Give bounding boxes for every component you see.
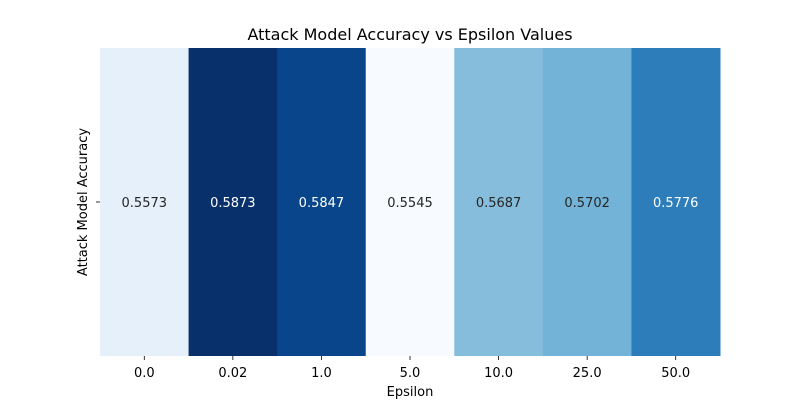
cell-annotation-5: 0.5702 <box>564 196 610 211</box>
cell-annotation-4: 0.5687 <box>476 196 522 211</box>
cell-annotation-6: 0.5776 <box>653 196 699 211</box>
y-axis-label: Attack Model Accuracy <box>76 128 91 276</box>
heatmap-cell-2 <box>277 48 367 356</box>
heatmap-cell-4 <box>454 48 544 356</box>
cell-annotations: 0.5573 0.5873 0.5847 0.5545 0.5687 0.5702 0.57… <box>122 196 699 211</box>
x-axis-label: Epsilon <box>387 385 434 400</box>
heatmap-cell-3 <box>365 48 455 356</box>
x-tick-label-1: 0.02 <box>218 366 247 381</box>
heatmap-cell-6 <box>631 48 721 356</box>
x-tick-label-2: 1.0 <box>311 366 332 381</box>
cell-annotation-0: 0.5573 <box>122 196 168 211</box>
heatmap-cells <box>100 48 721 356</box>
chart-title: Attack Model Accuracy vs Epsilon Values <box>247 25 572 44</box>
cell-annotation-3: 0.5545 <box>387 196 433 211</box>
x-tick-label-3: 5.0 <box>400 366 421 381</box>
x-tick-label-4: 10.0 <box>484 366 513 381</box>
heatmap-cell-5 <box>542 48 632 356</box>
cell-annotation-2: 0.5847 <box>299 196 345 211</box>
heatmap-cell-0 <box>100 48 190 356</box>
x-tick-label-5: 25.0 <box>573 366 602 381</box>
x-tick-label-0: 0.0 <box>134 366 155 381</box>
x-axis: 0.0 0.02 1.0 5.0 10.0 25.0 50.0 <box>134 356 690 381</box>
x-tick-label-6: 50.0 <box>661 366 690 381</box>
heatmap-cell-1 <box>188 48 278 356</box>
cell-annotation-1: 0.5873 <box>210 196 256 211</box>
